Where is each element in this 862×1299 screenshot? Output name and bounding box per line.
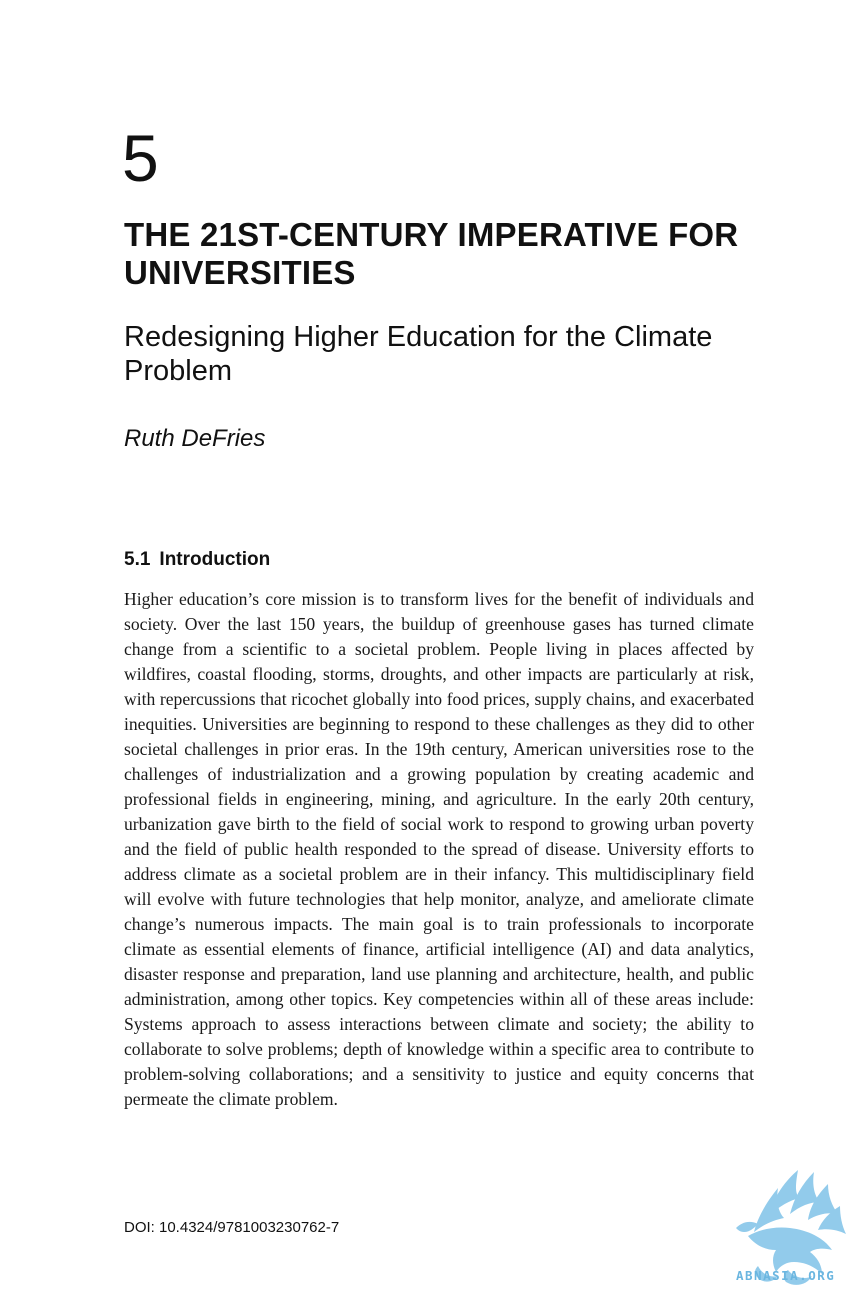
section-body-paragraph: Higher education’s core mission is to tr… bbox=[124, 589, 754, 1109]
chapter-author: Ruth DeFries bbox=[124, 425, 266, 452]
section-number: 5.1 bbox=[124, 549, 151, 570]
section-title: Introduction bbox=[159, 549, 271, 570]
doi-footer: DOI: 10.4324/9781003230762-7 bbox=[124, 1219, 340, 1236]
chapter-subtitle: Redesigning Higher Education for the Cli… bbox=[124, 321, 713, 387]
griffin-logo-icon bbox=[736, 1170, 846, 1285]
watermark-text: ABNASIA.ORG bbox=[736, 1268, 836, 1283]
chapter-title: THE 21ST-CENTURY IMPERATIVE FOR UNIVERSI… bbox=[124, 216, 739, 291]
chapter-number: 5 bbox=[122, 121, 159, 195]
section-heading: 5.1 Introduction bbox=[124, 548, 270, 572]
